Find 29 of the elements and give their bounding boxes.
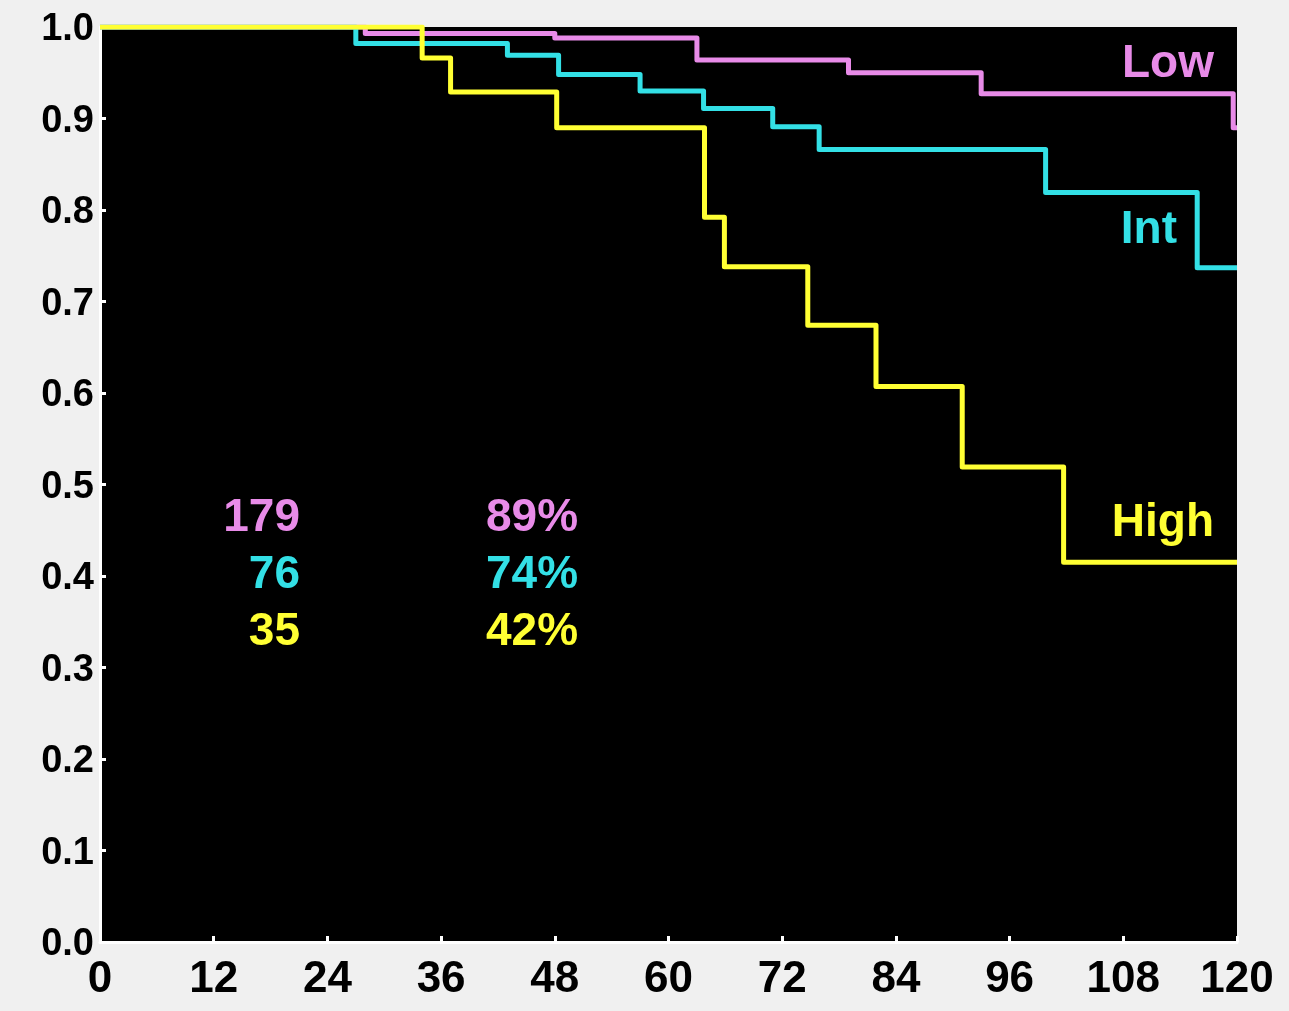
- y-tick-label: 0.8: [41, 189, 94, 231]
- y-tick-label: 0.2: [41, 738, 94, 780]
- y-tick-label: 0.1: [41, 829, 94, 872]
- annotation: 42%: [485, 603, 579, 655]
- x-tick-label: 48: [530, 951, 580, 1001]
- x-tick-label: 24: [302, 951, 353, 1001]
- annotation: 74%: [485, 546, 579, 598]
- x-tick-label: 120: [1200, 951, 1274, 1001]
- y-tick-label: 0.6: [41, 372, 94, 414]
- x-tick-label: 108: [1086, 951, 1161, 1001]
- y-tick-label: 0.7: [41, 280, 94, 323]
- x-tick-label: 36: [416, 951, 466, 1001]
- annotation: 35: [248, 603, 300, 655]
- x-tick-label: 72: [757, 951, 807, 1001]
- x-tick-label: 96: [985, 951, 1035, 1001]
- y-tick-label: 0.3: [41, 646, 94, 689]
- x-tick-label: 84: [871, 951, 921, 1001]
- annotation: 76: [248, 546, 300, 598]
- series-label: High: [1111, 494, 1215, 547]
- y-tick-label: 0.4: [41, 555, 94, 597]
- series-label: Int: [1120, 200, 1178, 253]
- annotation: 179: [223, 489, 300, 541]
- annotation: 89%: [485, 489, 579, 541]
- x-tick-label: 60: [644, 951, 693, 1001]
- x-tick-label: 12: [189, 951, 239, 1001]
- y-tick-label: 0.5: [41, 463, 94, 506]
- series-label: Low: [1122, 34, 1215, 87]
- y-tick-label: 1.0: [41, 6, 94, 48]
- y-tick-label: 0.9: [41, 97, 94, 140]
